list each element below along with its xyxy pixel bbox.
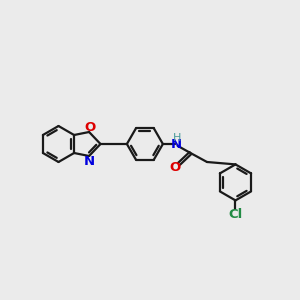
Text: H: H: [172, 133, 181, 143]
Text: N: N: [84, 154, 95, 168]
Text: Cl: Cl: [228, 208, 243, 221]
Text: O: O: [84, 121, 95, 134]
Text: O: O: [169, 161, 181, 174]
Text: N: N: [171, 138, 182, 151]
